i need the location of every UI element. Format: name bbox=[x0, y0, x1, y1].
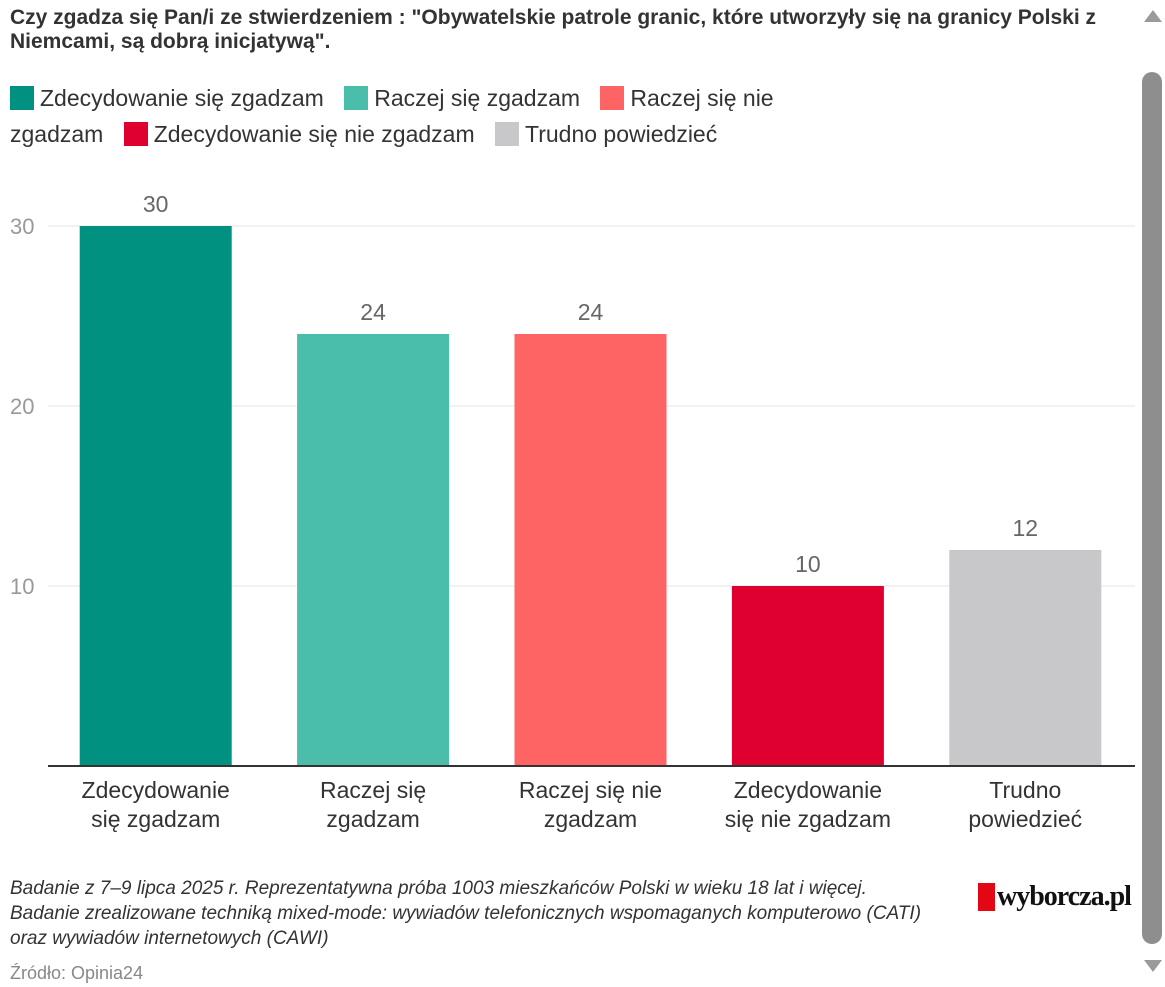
legend-swatch bbox=[123, 122, 148, 146]
bars bbox=[79, 226, 1102, 766]
bar bbox=[949, 550, 1102, 766]
data-label: 24 bbox=[360, 299, 386, 325]
y-tick-label: 30 bbox=[10, 214, 34, 239]
x-tick-label-line: Zdecydowanie bbox=[733, 777, 883, 803]
x-tick-label-line: Raczej się bbox=[320, 777, 427, 803]
data-label: 24 bbox=[578, 299, 604, 325]
x-tick-label: Raczej się nie zgadzam bbox=[491, 776, 691, 834]
footnote: Badanie z 7–9 lipca 2025 r. Reprezentaty… bbox=[10, 878, 922, 949]
scroll-down-arrow-icon[interactable] bbox=[1144, 960, 1162, 972]
legend-item[interactable]: Raczej się nie zgadzam bbox=[10, 85, 774, 147]
x-tick-label-line: się zgadzam bbox=[91, 806, 221, 832]
legend-item[interactable]: Raczej się zgadzam bbox=[344, 85, 580, 111]
chart-title: Czy zgadza się Pan/i ze stwierdzeniem : … bbox=[10, 6, 1096, 53]
bar bbox=[514, 334, 667, 766]
x-tick-label-line: zgadzam bbox=[326, 806, 420, 832]
data-labels: 30 24 24 10 12 bbox=[143, 191, 1038, 577]
legend-item[interactable]: Trudno powiedzieć bbox=[495, 121, 717, 147]
data-label: 30 bbox=[143, 191, 169, 217]
x-tick-label-line: powiedzieć bbox=[968, 806, 1083, 832]
x-tick-label: Raczej się zgadzam bbox=[273, 776, 473, 834]
y-axis-ticks: 10 20 30 bbox=[10, 214, 34, 599]
scrollbar-thumb[interactable] bbox=[1142, 72, 1162, 944]
legend: Zdecydowanie się zgadzam Raczej się zgad… bbox=[10, 80, 860, 152]
scroll-up-arrow-icon[interactable] bbox=[1144, 10, 1162, 22]
x-tick-label: Zdecydowanie się zgadzam bbox=[56, 776, 256, 834]
legend-swatch bbox=[10, 86, 34, 110]
x-tick-label: Zdecydowanie się nie zgadzam bbox=[708, 776, 908, 834]
x-tick-label-line: zgadzam bbox=[543, 806, 638, 832]
x-tick-label-line: Trudno bbox=[989, 777, 1062, 803]
legend-label: Raczej się zgadzam bbox=[374, 85, 581, 111]
x-tick-label-line: Zdecydowanie bbox=[81, 777, 230, 803]
data-label: 10 bbox=[795, 551, 821, 577]
legend-label: Raczej się nie zgadzam bbox=[10, 85, 774, 147]
source-text: Źródło: Opinia24 bbox=[10, 963, 144, 983]
legend-swatch bbox=[495, 122, 520, 146]
vertical-scrollbar[interactable] bbox=[1140, 0, 1165, 987]
legend-item[interactable]: Zdecydowanie się nie zgadzam bbox=[123, 121, 475, 147]
bar bbox=[79, 226, 232, 766]
logo-text: wyborcza.pl bbox=[997, 881, 1132, 912]
x-tick-label: Trudno powiedzieć bbox=[925, 776, 1125, 834]
legend-label: Trudno powiedzieć bbox=[525, 121, 718, 147]
legend-label: Zdecydowanie się zgadzam bbox=[40, 85, 324, 111]
legend-label: Zdecydowanie się nie zgadzam bbox=[153, 121, 475, 147]
legend-item[interactable]: Zdecydowanie się zgadzam bbox=[10, 85, 324, 111]
x-tick-label-line: się nie zgadzam bbox=[724, 806, 891, 832]
x-tick-label-line: Raczej się nie bbox=[518, 777, 663, 803]
wyborcza-logo[interactable]: wyborcza.pl bbox=[978, 881, 1132, 912]
y-tick-label: 10 bbox=[10, 574, 34, 599]
bar bbox=[297, 334, 450, 766]
y-tick-label: 20 bbox=[10, 394, 34, 419]
bar bbox=[731, 586, 884, 766]
data-label: 12 bbox=[1013, 515, 1039, 541]
logo-red-block bbox=[978, 883, 995, 911]
bar-chart: 10 20 30 30 24 24 10 12 bbox=[10, 191, 1135, 767]
legend-swatch bbox=[600, 86, 625, 110]
legend-swatch bbox=[344, 86, 369, 110]
